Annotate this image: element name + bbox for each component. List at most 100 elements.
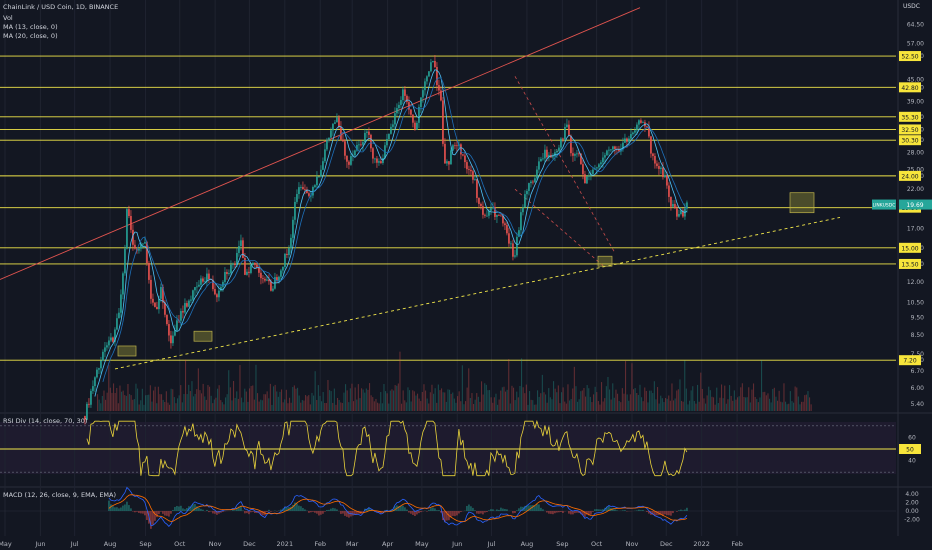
candle-body [532,181,534,183]
volume-bar [249,388,251,411]
volume-bar [509,403,511,411]
volume-bar [607,376,609,411]
volume-bar [405,402,407,411]
upper-trendline[interactable] [0,7,641,280]
volume-bar [631,363,633,411]
volume-bar [612,383,614,411]
candle-body [318,176,320,178]
volume-bar [673,400,675,411]
candle-body [632,132,634,135]
macd-histogram-bar [504,508,506,511]
candle-body [466,162,468,170]
volume-bar [196,389,198,411]
volume-bar [321,401,323,411]
candle-body [146,242,148,264]
volume-bar [393,390,395,411]
candle-body [180,311,182,321]
candle-body [414,122,416,130]
candle-body [670,196,672,207]
candle-body [546,149,548,158]
volume-bar [791,401,793,411]
volume-bar [551,399,553,411]
volume-bar [124,395,126,411]
candle-body [486,215,488,217]
candle-body [666,175,668,186]
candle-body [420,97,422,108]
candle-body [358,144,360,146]
volume-bar [301,400,303,411]
volume-bar [154,386,156,411]
volume-bar [641,397,643,411]
candle-body [540,158,542,162]
macd-histogram-bar [456,511,458,516]
volume-bar [177,398,179,411]
volume-bar [109,387,111,411]
volume-bar [481,381,483,411]
candle-body [292,219,294,238]
volume-bar [716,387,718,411]
macd-histogram-bar [478,511,480,514]
volume-bar [657,387,659,411]
candle-body [662,167,664,178]
macd-histogram-bar [324,511,326,512]
volume-bar [159,394,161,411]
volume-bar [145,395,147,411]
macd-histogram-bar [592,511,594,512]
macd-histogram-bar [160,511,162,512]
highlight-zone[interactable] [193,330,213,342]
volume-bar [436,402,438,411]
candle-body [446,161,448,164]
macd-histogram-bar [310,511,312,513]
macd-histogram-bar [394,506,396,511]
candle-body [538,161,540,170]
volume-bar [506,389,508,411]
symbol-badge-label: LINKUSDC [873,203,896,209]
candle-body [526,190,528,195]
volume-bar [668,395,670,411]
candle-body [118,312,120,319]
volume-bar [367,389,369,411]
macd-histogram-bar [110,504,112,511]
candle-body [162,286,164,303]
candle-body [438,85,440,91]
volume-bar [449,389,451,411]
macd-histogram-bar [482,511,484,515]
candle-body [478,197,480,204]
candle-body [624,138,626,143]
macd-histogram-bar [624,510,626,511]
volume-bar [421,391,423,411]
volume-bar [578,399,580,411]
candle-body [580,153,582,165]
volume-bar [173,397,175,411]
volume-bar [577,401,579,411]
macd-histogram-bar [568,511,570,514]
candle-body [170,335,172,344]
candle-body [598,164,600,168]
x-tick-label: Oct [591,540,603,548]
candle-body [506,225,508,234]
volume-bar [692,386,694,411]
candle-body [98,368,100,370]
candle-body [386,139,388,146]
volume-bar [100,403,102,411]
volume-bar [711,396,713,411]
macd-histogram-bar [484,511,486,513]
x-tick-label: Apr [382,540,394,548]
macd-histogram-bar [502,508,504,511]
y-tick-label: 64.50 [907,22,924,29]
highlight-zone[interactable] [597,255,613,267]
macd-histogram-bar [642,510,644,511]
volume-bar [127,383,129,411]
highlight-zone[interactable] [789,192,815,214]
volume-bar [573,366,575,411]
macd-histogram-bar [550,511,552,514]
highlight-zone[interactable] [117,345,137,357]
candle-body [392,124,394,127]
volume-bar [564,401,566,411]
volume-bar [591,402,593,411]
candle-body [418,107,420,123]
volume-bar [180,385,182,411]
volume-bar [327,380,329,411]
volume-bar [709,390,711,411]
